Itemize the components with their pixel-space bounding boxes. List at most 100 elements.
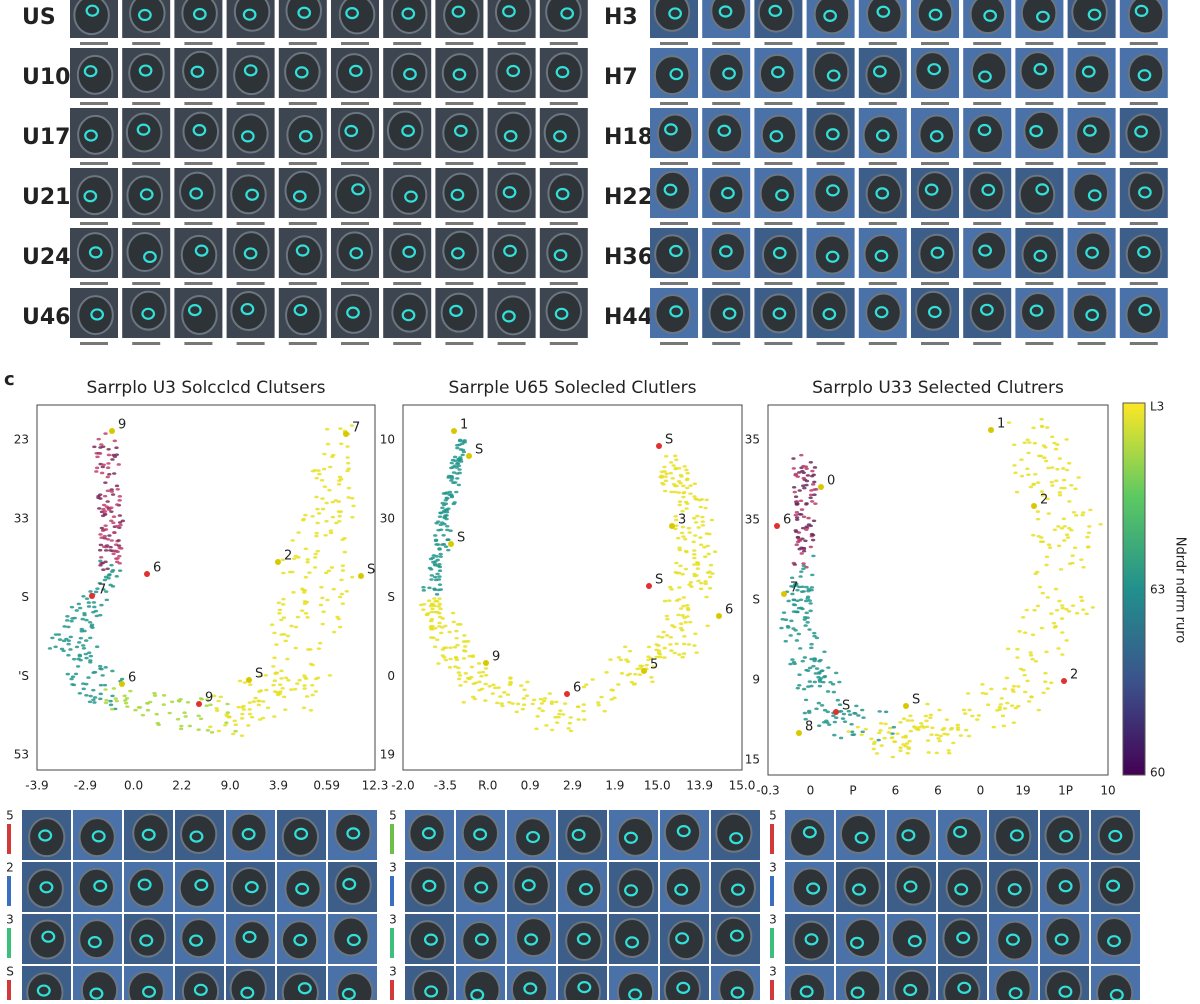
nucleus [241, 828, 256, 841]
cell-point [1009, 704, 1015, 707]
cell-point [456, 666, 461, 670]
cell-point [98, 697, 103, 701]
cell-point [674, 524, 679, 527]
cell [813, 234, 851, 275]
cell-point [681, 484, 686, 488]
x-tick-label: 2.9 [563, 779, 582, 793]
cell-point [258, 689, 264, 692]
cell-point [809, 642, 814, 646]
cluster-dot [646, 583, 652, 589]
cell-point [1024, 608, 1029, 612]
nucleus [351, 183, 365, 196]
nucleus [83, 65, 98, 78]
cell-point [79, 629, 84, 633]
nucleus [474, 933, 489, 946]
cell-point [664, 634, 670, 637]
cell-point [799, 453, 804, 457]
cluster-bar [390, 876, 394, 906]
plot-title: Sarrple U65 Solecled Clutlers [449, 378, 697, 398]
cluster-bar [390, 824, 394, 854]
cell-point [668, 461, 674, 464]
caption-smudge [80, 222, 108, 225]
cell-point [1071, 511, 1077, 514]
cell-point [680, 525, 686, 529]
cluster-dot [144, 571, 150, 577]
cell [233, 0, 271, 32]
cell-point [81, 644, 86, 647]
cell-point [334, 521, 339, 525]
cell-point [837, 703, 843, 706]
cell-point [916, 728, 921, 731]
cell-point [1013, 706, 1018, 710]
cell-point [315, 549, 320, 553]
caption-smudge [764, 42, 793, 45]
cell-point [692, 534, 698, 537]
cell-point [966, 734, 972, 738]
cell [718, 968, 756, 1004]
cell-point [662, 656, 667, 659]
cluster-label: 3 [678, 513, 686, 528]
nucleus [38, 829, 53, 842]
cell-point [290, 539, 295, 542]
cell-point [925, 739, 931, 742]
cell-point [239, 717, 245, 720]
x-tick-label: P [849, 784, 856, 798]
cell [968, 171, 1005, 212]
cell-point [1025, 467, 1030, 471]
cell-point [801, 590, 806, 593]
cell-point [677, 503, 682, 507]
cell-point [331, 587, 336, 591]
cell [915, 290, 952, 331]
cell-point [537, 707, 542, 710]
cell [286, 114, 323, 155]
cell-point [1020, 615, 1026, 619]
cell-point [325, 598, 330, 602]
cell-point [120, 519, 126, 523]
x-tick-label: 15.0 [644, 779, 671, 793]
cell [230, 812, 268, 853]
cell [545, 0, 582, 32]
nucleus [1138, 303, 1153, 317]
cell-point [624, 658, 629, 662]
cell-point [443, 624, 448, 628]
cell-point [290, 570, 295, 574]
cell-point [113, 697, 118, 700]
cell [494, 295, 532, 336]
cell-point [257, 718, 263, 721]
cell-point [995, 709, 1000, 712]
cell-point [69, 677, 74, 681]
cell-point [692, 574, 697, 578]
cluster-label: S [912, 693, 920, 708]
cell-point [542, 697, 548, 700]
cell-point [99, 526, 105, 530]
cell-point [689, 585, 694, 588]
cell-point [86, 605, 92, 608]
cell-point [1050, 435, 1055, 439]
cell-point [698, 536, 703, 539]
cell-point [437, 548, 442, 551]
nucleus [424, 985, 439, 998]
cell-point [1011, 721, 1017, 724]
cluster-dot [119, 681, 125, 687]
cell-point [505, 693, 511, 696]
cell-point [104, 590, 109, 593]
cell [1127, 53, 1165, 94]
cell-point [53, 633, 59, 636]
cell-point [825, 690, 831, 693]
cell-point [428, 604, 434, 608]
cell-point [442, 515, 447, 519]
cell-point [804, 585, 809, 589]
caption-smudge [1129, 282, 1158, 285]
cell-point [799, 508, 805, 511]
nucleus [349, 247, 364, 260]
cell-point [105, 475, 110, 479]
nucleus [978, 70, 992, 83]
cell-point [96, 437, 101, 441]
cell [336, 971, 374, 1004]
cell [181, 0, 218, 34]
cluster-dot [641, 668, 647, 674]
cell-point [78, 636, 84, 640]
cell-point [1064, 468, 1070, 472]
cell-point [878, 722, 884, 725]
row-label: H7 [604, 65, 638, 90]
